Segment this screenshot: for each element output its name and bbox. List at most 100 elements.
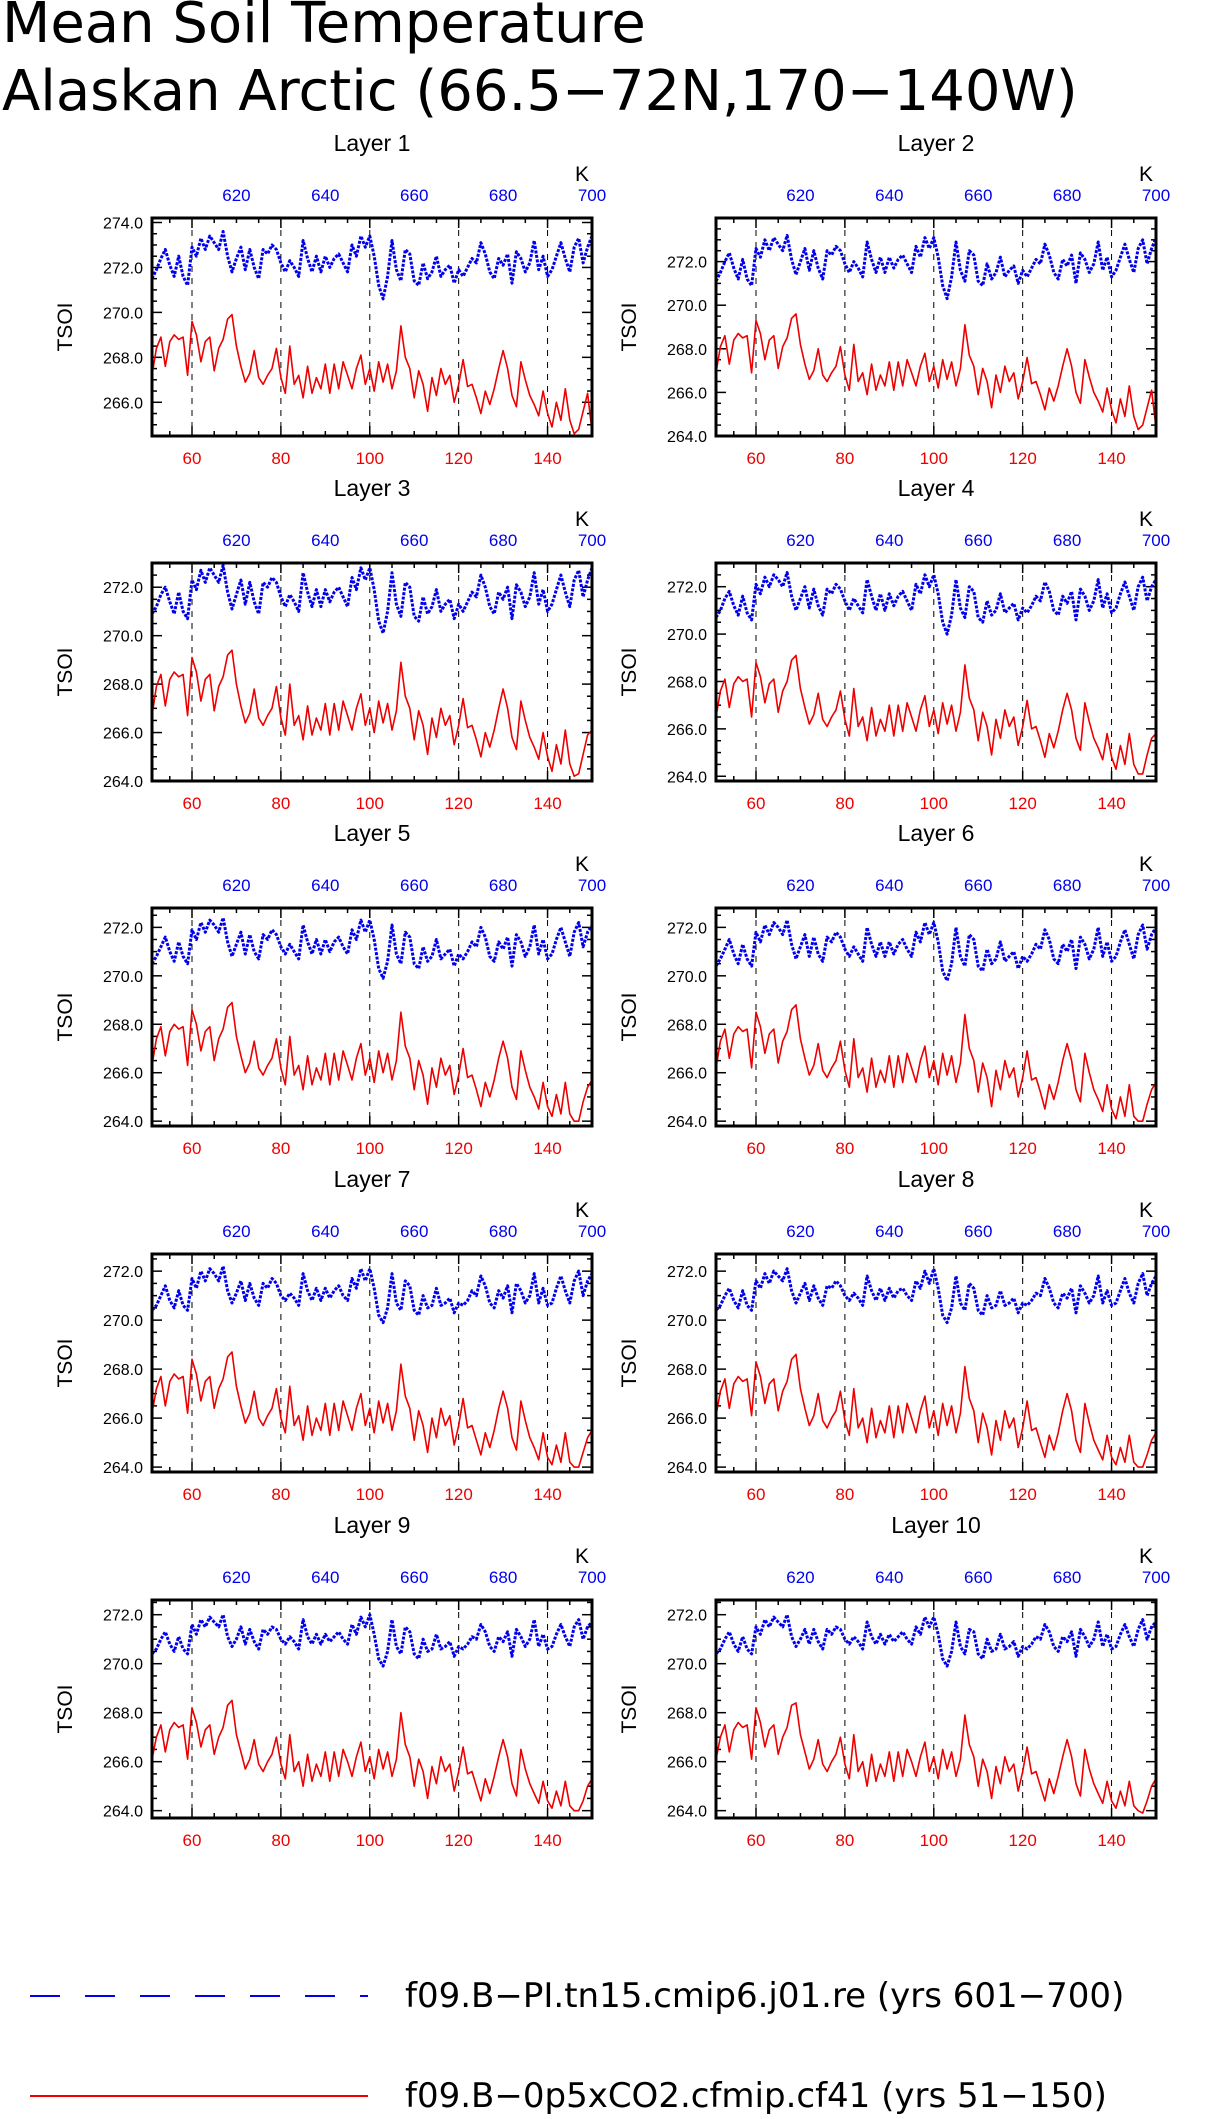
series-line-red	[151, 313, 593, 435]
x-tick-label-bottom: 60	[183, 1139, 202, 1158]
x-tick-label-bottom: 100	[920, 1485, 948, 1504]
plot-frame	[150, 1598, 594, 1820]
y-tick-label: 272.0	[667, 580, 707, 597]
top-axis-unit: K	[1139, 508, 1153, 531]
series-line-red	[151, 1001, 593, 1122]
x-tick-label-top: 700	[1142, 1568, 1170, 1587]
plot-frame	[714, 906, 1158, 1128]
panel-title: Layer 7	[334, 1166, 411, 1192]
y-tick-label: 270.0	[667, 298, 707, 315]
x-tick-label-top: 640	[875, 876, 903, 895]
top-axis-unit: K	[575, 508, 589, 531]
series-line-blue	[150, 563, 594, 635]
x-tick-label-bottom: 60	[747, 1831, 766, 1850]
plot-frame	[714, 216, 1158, 438]
x-tick-label-bottom: 80	[835, 1831, 854, 1850]
figure-title-line1: Mean Soil Temperature	[2, 0, 646, 56]
x-tick-label-bottom: 100	[920, 1139, 948, 1158]
panel-6: Layer 6 264.0 266.0 268.0 270.0 272.0 TSOI 60 80…	[618, 820, 1170, 1158]
x-tick-label-bottom: 80	[271, 1485, 290, 1504]
panel-title: Layer 1	[334, 130, 411, 156]
y-tick-label: 270.0	[103, 1657, 143, 1674]
series-line-red	[715, 654, 1157, 775]
y-tick-label: 264.0	[667, 769, 707, 786]
y-tick-label: 272.0	[103, 1608, 143, 1625]
legend-red-label: f09.B−0p5xCO2.cfmip.cf41 (yrs 51−150)	[405, 2076, 1107, 2116]
x-tick-label-bottom: 60	[747, 1485, 766, 1504]
x-tick-label-bottom: 80	[835, 1139, 854, 1158]
x-tick-label-bottom: 140	[533, 1831, 561, 1850]
y-tick-label: 266.0	[667, 1066, 707, 1083]
y-tick-label: 268.0	[103, 350, 143, 367]
x-tick-label-bottom: 140	[1097, 1831, 1125, 1850]
y-tick-label: 268.0	[103, 677, 143, 694]
y-axis-label: TSOI	[618, 647, 641, 696]
y-tick-label: 266.0	[667, 385, 707, 402]
x-tick-label-bottom: 140	[533, 449, 561, 468]
x-tick-label-top: 660	[400, 531, 428, 550]
y-axis-label: TSOI	[54, 302, 77, 351]
x-tick-label-top: 700	[1142, 186, 1170, 205]
x-tick-label-top: 620	[222, 531, 250, 550]
y-tick-label: 270.0	[667, 969, 707, 986]
x-tick-label-bottom: 60	[747, 449, 766, 468]
x-tick-label-top: 700	[578, 1222, 606, 1241]
x-tick-label-top: 680	[489, 1222, 517, 1241]
x-tick-label-bottom: 100	[356, 1831, 384, 1850]
x-tick-label-top: 680	[489, 186, 517, 205]
y-axis-label: TSOI	[54, 992, 77, 1041]
y-tick-label: 266.0	[667, 1411, 707, 1428]
y-tick-label: 268.0	[667, 1017, 707, 1034]
x-tick-label-top: 620	[222, 1568, 250, 1587]
x-tick-label-top: 620	[786, 1568, 814, 1587]
y-tick-label: 270.0	[103, 969, 143, 986]
x-tick-label-bottom: 120	[1008, 1139, 1036, 1158]
x-tick-label-top: 640	[311, 531, 339, 550]
plot-frame	[714, 1252, 1158, 1474]
x-tick-label-bottom: 80	[271, 794, 290, 813]
series-line-red	[151, 1699, 593, 1812]
y-tick-label: 270.0	[667, 1657, 707, 1674]
panels-group: Layer 1 266.0 268.0 270.0 272.0 274.0 TSOI 60 80…	[54, 130, 1170, 1850]
panel-title: Layer 3	[334, 475, 411, 501]
panel-title: Layer 9	[334, 1512, 411, 1538]
series-line-blue	[714, 233, 1158, 301]
plot-frame	[150, 1252, 594, 1474]
y-axis-label: TSOI	[618, 302, 641, 351]
x-tick-label-top: 680	[489, 531, 517, 550]
x-tick-label-bottom: 80	[835, 449, 854, 468]
panel-title: Layer 8	[898, 1166, 975, 1192]
x-tick-label-bottom: 120	[1008, 1831, 1036, 1850]
panel-1: Layer 1 266.0 268.0 270.0 272.0 274.0 TSOI 60 80…	[54, 130, 606, 468]
x-tick-label-top: 700	[578, 186, 606, 205]
top-axis-unit: K	[1139, 1199, 1153, 1222]
x-tick-label-bottom: 80	[271, 449, 290, 468]
y-tick-label: 270.0	[103, 629, 143, 646]
x-tick-label-top: 700	[1142, 531, 1170, 550]
x-tick-label-bottom: 100	[356, 794, 384, 813]
x-tick-label-bottom: 140	[1097, 794, 1125, 813]
panel-2: Layer 2 264.0 266.0 268.0 270.0 272.0 TSOI 60 80…	[618, 130, 1170, 468]
y-tick-label: 268.0	[103, 1706, 143, 1723]
y-tick-label: 272.0	[667, 255, 707, 272]
y-tick-label: 272.0	[103, 920, 143, 937]
y-tick-label: 274.0	[103, 215, 143, 232]
x-tick-label-top: 680	[1053, 1568, 1081, 1587]
x-tick-label-top: 620	[786, 876, 814, 895]
x-tick-label-bottom: 80	[271, 1831, 290, 1850]
series-line-red	[151, 1351, 593, 1468]
y-tick-label: 272.0	[103, 260, 143, 277]
y-axis-label: TSOI	[54, 647, 77, 696]
x-tick-label-bottom: 100	[920, 1831, 948, 1850]
x-tick-label-top: 700	[578, 1568, 606, 1587]
y-tick-label: 264.0	[103, 1460, 143, 1477]
x-tick-label-top: 680	[1053, 531, 1081, 550]
x-tick-label-bottom: 60	[183, 1831, 202, 1850]
x-tick-label-top: 620	[786, 1222, 814, 1241]
y-tick-label: 272.0	[667, 1264, 707, 1281]
panel-title: Layer 4	[898, 475, 975, 501]
x-tick-label-bottom: 120	[1008, 1485, 1036, 1504]
y-tick-label: 266.0	[103, 1411, 143, 1428]
x-tick-label-bottom: 100	[920, 794, 948, 813]
x-tick-label-top: 660	[400, 876, 428, 895]
